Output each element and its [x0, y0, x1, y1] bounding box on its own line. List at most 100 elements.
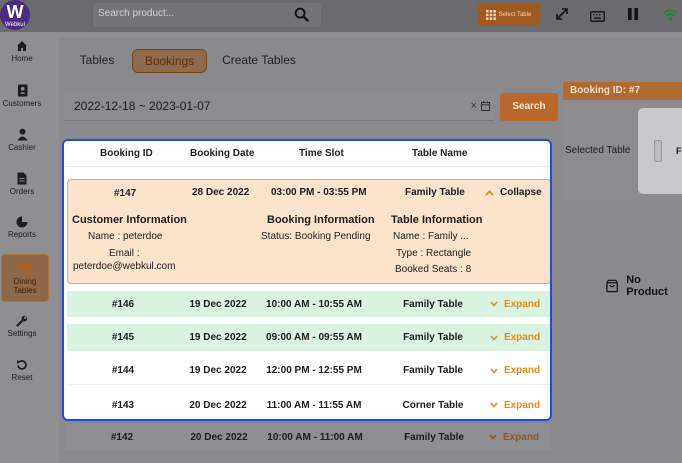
sidebar-item-label: Reset	[11, 373, 33, 382]
time-slot-cell: 11:00 AM - 11:55 AM	[266, 399, 362, 411]
chevron-down-icon	[490, 402, 498, 408]
booking-info-title: Booking Information	[267, 214, 375, 226]
document-icon	[17, 172, 27, 185]
sidebar-item-cashier[interactable]: Cashier	[0, 120, 44, 168]
sidebar-item-label: Cashier	[8, 143, 36, 152]
user-icon	[17, 128, 27, 141]
booking-id-header: Booking ID: #7	[563, 82, 682, 100]
chevron-down-icon	[489, 434, 497, 440]
booking-date-cell: 20 Dec 2022	[189, 399, 247, 411]
expand-label: Expand	[503, 365, 541, 376]
customer-info-title: Customer Information	[72, 214, 187, 226]
customer-email-label: Email :	[109, 248, 140, 259]
sidebar-item-label: Settings	[7, 329, 37, 338]
collapse-label: Collapse	[500, 187, 542, 198]
pie-chart-icon	[16, 216, 28, 228]
table-row[interactable]: #143 20 Dec 2022 11:00 AM - 11:55 AM Cor…	[67, 391, 550, 419]
expand-label: Expand	[503, 332, 541, 343]
collapse-button[interactable]: Collapse	[485, 187, 542, 198]
customer-name: Name : peterdoe	[88, 231, 163, 242]
expand-button[interactable]: Expand	[485, 357, 545, 384]
sidebar-item-reset[interactable]: Reset	[0, 351, 44, 399]
search-button[interactable]: Search	[500, 93, 558, 121]
table-card-handle	[654, 140, 662, 162]
keyboard-icon[interactable]	[590, 9, 605, 27]
expanded-booking-row: #147 28 Dec 2022 03:00 PM - 03:55 PM Fam…	[67, 179, 550, 284]
booking-id-cell: #145	[111, 332, 135, 343]
table-info-seats: Booked Seats : 8	[395, 264, 472, 275]
tab-create-tables[interactable]: Create Tables	[222, 53, 296, 67]
tab-bookings[interactable]: Bookings	[132, 49, 207, 73]
search-icon[interactable]	[294, 7, 309, 27]
booking-date-cell: 19 Dec 2022	[189, 298, 247, 310]
table-name-cell: Family Table	[404, 431, 464, 443]
sidebar-item-label: Reports	[7, 230, 36, 239]
table-name-cell: Family Table	[403, 365, 463, 376]
expand-button[interactable]: Expand	[485, 324, 545, 351]
select-table-button[interactable]: Select Table	[477, 3, 540, 26]
expand-button[interactable]: Expand	[485, 291, 545, 317]
col-booking-date: Booking Date	[190, 148, 255, 159]
table-info-name: Name : Family ...	[393, 231, 469, 242]
contact-book-icon	[17, 84, 27, 97]
cutlery-icon	[19, 262, 30, 275]
search-input[interactable]: Search product...	[93, 3, 321, 27]
table-header: Booking ID Booking Date Time Slot Table …	[64, 141, 550, 167]
shopping-bag-icon	[606, 279, 618, 293]
sidebar-item-home[interactable]: Home	[0, 32, 44, 80]
time-slot-cell: 03:00 PM - 03:55 PM	[271, 187, 367, 198]
expand-button[interactable]: Expand	[485, 391, 545, 419]
tab-tables[interactable]: Tables	[79, 53, 115, 67]
sidebar-item-label: Tables	[13, 286, 37, 295]
booking-id-cell: #147	[114, 188, 137, 199]
selected-table-label: Selected Table	[565, 145, 631, 156]
wrench-icon	[16, 315, 28, 327]
expand-label: Expand	[503, 298, 541, 310]
calendar-icon[interactable]	[481, 101, 490, 111]
table-name-cell: Family Table	[405, 187, 465, 198]
webkul-logo: W Webkul	[0, 0, 30, 30]
time-slot-cell: 10:00 AM - 11:00 AM	[267, 431, 363, 443]
col-booking-id: Booking ID	[100, 148, 153, 159]
grid-icon	[485, 9, 496, 20]
table-row[interactable]: #146 19 Dec 2022 10:00 AM - 10:55 AM Fam…	[67, 291, 550, 317]
home-icon	[17, 41, 27, 51]
booking-date-cell: 19 Dec 2022	[189, 332, 247, 343]
fullscreen-icon[interactable]	[555, 7, 569, 26]
sidebar-item-label: Dining	[13, 277, 37, 286]
chevron-down-icon	[490, 367, 498, 374]
pause-icon[interactable]	[627, 7, 639, 26]
date-range-field[interactable]: 2022-12-18 ~ 2023-01-07 ×	[64, 93, 494, 121]
booking-id-cell: #142	[110, 431, 134, 443]
logo-text: Webkul	[5, 22, 25, 28]
expand-button[interactable]: Expand	[484, 424, 544, 450]
table-row[interactable]: #145 19 Dec 2022 09:00 AM - 09:55 AM Fam…	[67, 324, 550, 351]
sidebar-item-settings[interactable]: Settings	[0, 307, 44, 355]
sidebar-item-label: Orders	[9, 187, 35, 196]
expand-label: Expand	[502, 431, 540, 443]
reset-icon	[17, 359, 27, 370]
sidebar-item-orders[interactable]: Orders	[0, 164, 44, 212]
sidebar: Home Customers Cashier Orders Reports Di…	[0, 32, 54, 463]
booking-date-cell: 20 Dec 2022	[190, 431, 248, 443]
col-table-name: Table Name	[412, 148, 468, 159]
booking-date-cell: 28 Dec 2022	[192, 187, 250, 198]
customer-email: peterdoe@webkul.com	[73, 261, 176, 272]
table-info-title: Table Information	[391, 214, 483, 226]
clear-date-icon[interactable]: ×	[470, 100, 477, 112]
table-row[interactable]: #144 19 Dec 2022 12:00 PM - 12:55 PM Fam…	[67, 357, 550, 385]
time-slot-cell: 10:00 AM - 10:55 AM	[266, 298, 362, 310]
table-info-type: Type : Rectangle	[396, 248, 472, 259]
table-name-cell: Family Table	[403, 332, 463, 343]
sidebar-item-dining-tables[interactable]: Dining Tables	[1, 254, 49, 302]
sidebar-item-reports[interactable]: Reports	[0, 208, 44, 256]
sidebar-item-customers[interactable]: Customers	[0, 76, 44, 124]
time-slot-cell: 09:00 AM - 09:55 AM	[266, 332, 362, 343]
chevron-down-icon	[490, 301, 498, 307]
table-row[interactable]: #142 20 Dec 2022 10:00 AM - 11:00 AM Fam…	[66, 424, 550, 450]
selected-table-card[interactable]: F	[638, 108, 682, 194]
booking-id-cell: #144	[111, 365, 135, 376]
logo-letter: W	[6, 2, 24, 22]
time-slot-cell: 12:00 PM - 12:55 PM	[266, 365, 362, 376]
no-product-text: No Product	[626, 274, 668, 298]
